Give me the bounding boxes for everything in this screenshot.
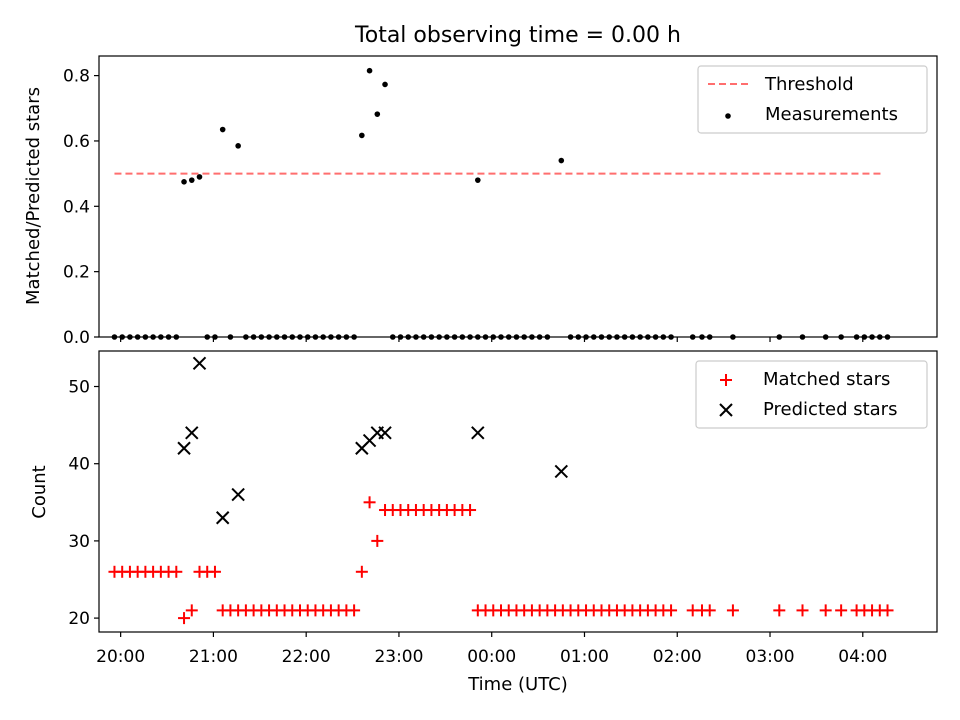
predicted-star-point — [192, 356, 207, 371]
bottom-y-tick-label: 40 — [68, 455, 90, 475]
predicted-star-point — [185, 426, 199, 440]
x-tick-label: 02:00 — [653, 647, 702, 667]
bottom-panel: Count Time (UTC) 20 30 40 50 20:00 21:00 22:0… — [29, 350, 938, 695]
measurement-point — [219, 126, 226, 133]
top-y-axis: 0.0 0.2 0.4 0.6 0.8 — [63, 67, 99, 348]
x-tick-label: 01:00 — [560, 647, 609, 667]
legend-measurements-label: Measurements — [765, 104, 898, 125]
bottom-legend-frame — [695, 360, 928, 429]
predicted-star-point — [231, 487, 245, 502]
x-tick-label: 23:00 — [374, 647, 423, 667]
x-tick-label: 21:00 — [189, 647, 238, 667]
matched-star-point — [185, 604, 198, 617]
matched-star-point — [178, 612, 191, 625]
top-panel: Total observing time = 0.00 h Matched/Pr… — [23, 23, 938, 348]
measurement-point — [382, 81, 388, 88]
predicted-star-point — [378, 426, 392, 440]
matched-star-point — [371, 534, 384, 547]
bottom-y-tick-label: 20 — [68, 609, 90, 629]
matched-star-point — [363, 496, 376, 509]
chart-title: Total observing time = 0.00 h — [354, 23, 681, 48]
predicted-star-point — [554, 464, 568, 479]
matched-star-point — [835, 604, 848, 617]
top-plot-frame — [98, 55, 938, 338]
matched-star-point — [819, 604, 832, 617]
legend-threshold-label: Threshold — [764, 74, 854, 95]
legend-predicted-swatch — [719, 403, 733, 417]
bottom-legend: Matched stars Predicted stars — [695, 360, 928, 429]
matched-star-point — [170, 565, 183, 578]
measurement-point — [475, 177, 481, 183]
top-x-axis — [120, 337, 864, 342]
measurement-point — [359, 132, 365, 139]
top-legend: Threshold Measurements — [697, 65, 928, 134]
matched-star-point — [703, 604, 716, 617]
top-legend-frame — [697, 65, 928, 134]
measurement-point — [196, 174, 203, 180]
predicted-star-point — [177, 441, 191, 455]
matched-star-point — [464, 504, 477, 517]
measurement-point — [374, 111, 381, 117]
legend-matched-swatch — [720, 374, 732, 386]
measurement-point — [188, 177, 195, 183]
bottom-plot-area — [108, 356, 894, 625]
matched-star-point — [208, 565, 221, 578]
predicted-star-point — [471, 426, 485, 440]
top-y-axis-label: Matched/Predicted stars — [23, 87, 44, 305]
bottom-y-axis-label: Count — [29, 465, 50, 518]
x-tick-label: 00:00 — [467, 647, 516, 667]
legend-measurements-swatch — [725, 113, 731, 119]
measurement-point — [558, 157, 565, 164]
measurement-point — [366, 67, 373, 74]
x-axis-label: Time (UTC) — [467, 674, 568, 695]
bottom-y-tick-label: 30 — [68, 532, 90, 552]
x-tick-label: 20:00 — [96, 647, 145, 667]
matched-star-point — [665, 604, 678, 617]
measurement-point — [235, 143, 241, 149]
predicted-star-point — [215, 511, 230, 525]
x-tick-label: 04:00 — [838, 647, 887, 667]
top-y-tick-label: 0.0 — [63, 328, 90, 348]
measurement-point — [181, 178, 187, 185]
x-tick-label: 03:00 — [746, 647, 795, 667]
top-y-tick-label: 0.8 — [63, 67, 90, 87]
bottom-x-axis: 20:00 21:00 22:00 23:00 00:00 01:00 02:00 03:00… — [96, 632, 887, 667]
bottom-plot-frame — [98, 350, 938, 633]
x-tick-label: 22:00 — [282, 647, 331, 667]
top-y-tick-label: 0.2 — [63, 263, 90, 283]
matched-star-point — [881, 604, 894, 617]
bottom-y-axis: 20 30 40 50 — [68, 378, 99, 629]
top-y-tick-label: 0.4 — [63, 197, 90, 217]
legend-predicted-label: Predicted stars — [763, 399, 897, 420]
top-y-tick-label: 0.6 — [63, 132, 90, 152]
matched-star-point — [773, 604, 786, 617]
matched-star-point — [796, 604, 809, 617]
legend-matched-label: Matched stars — [763, 369, 890, 390]
matched-star-point — [348, 604, 361, 617]
matched-star-point — [355, 565, 368, 578]
bottom-y-tick-label: 50 — [68, 378, 90, 398]
matched-star-point — [726, 604, 739, 617]
